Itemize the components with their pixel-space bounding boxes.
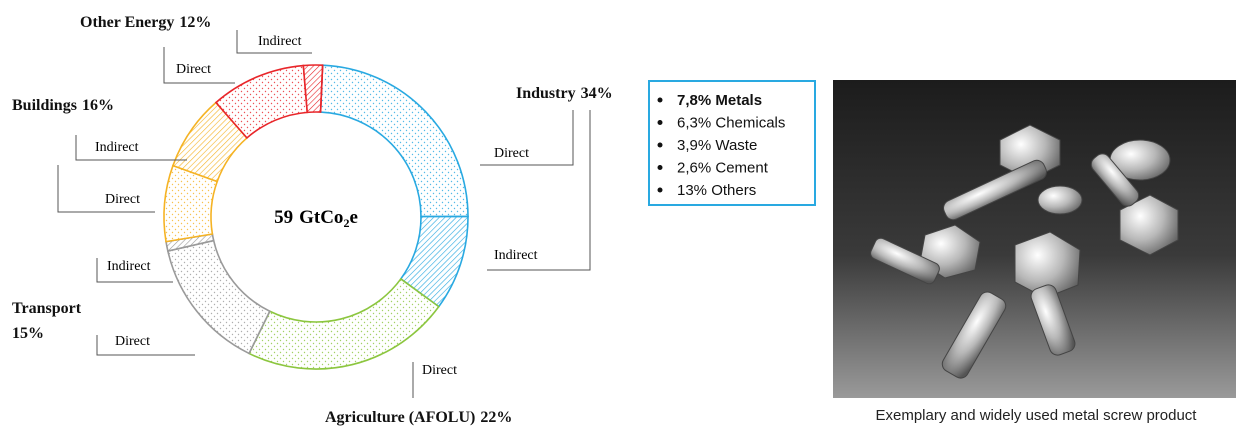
breakdown-item: 2,6% Cement (677, 160, 769, 177)
group-name: Buildings (12, 97, 77, 114)
bullet (658, 98, 663, 103)
segment-label: Direct (494, 146, 529, 161)
group-label: Industry 34% (516, 85, 613, 102)
breakdown-item: 6,3% Chemicals (677, 115, 785, 132)
breakdown-item: 7,8% Metals (677, 92, 762, 109)
bullet (658, 188, 663, 193)
group-value: 34% (581, 85, 613, 102)
segment-label: Direct (115, 334, 150, 349)
center-unit-end: e (349, 207, 357, 228)
segment-label: Indirect (107, 259, 151, 274)
breakdown-item: 3,9% Waste (677, 137, 757, 154)
group-label: Buildings 16% (12, 97, 114, 114)
group-value: 22% (480, 409, 512, 426)
group-name: Industry (516, 85, 576, 102)
group-value: 12% (179, 14, 211, 31)
group-label: Other Energy 12% (80, 14, 211, 31)
center-unit: GtCo (299, 207, 343, 228)
figure: 59GtCo2e DirectIndirectIndustry34%Direct… (0, 0, 1236, 431)
group-name: Agriculture (AFOLU) (325, 409, 475, 426)
segment-label: Direct (176, 62, 211, 77)
donut-segment (303, 65, 322, 112)
donut-segment (168, 241, 270, 354)
group-value: 16% (82, 97, 114, 114)
segment-label: Indirect (258, 34, 302, 49)
segment-label: Indirect (494, 248, 538, 263)
donut-segment (321, 65, 468, 216)
bullet (658, 165, 663, 170)
breakdown-item: 13% Others (677, 182, 756, 199)
donut-segment (249, 279, 439, 369)
group-name: Other Energy (80, 14, 174, 31)
bullet (658, 143, 663, 148)
group-label: Agriculture (AFOLU) 22% (325, 409, 512, 426)
photo (833, 80, 1236, 398)
group-label: Transport 15% (12, 300, 82, 342)
page: {"chart_data": {"type": "donut", "center… (0, 0, 1236, 431)
group-name: Transport (12, 300, 82, 317)
leader-line (487, 110, 590, 270)
photo-caption: Exemplary and widely used metal screw pr… (876, 407, 1198, 424)
segment-label: Direct (105, 192, 140, 207)
bullet (658, 120, 663, 125)
center-value: 59 (274, 207, 293, 228)
group-value: 15% (12, 325, 44, 342)
segment-label: Indirect (95, 140, 139, 155)
segment-label: Direct (422, 363, 457, 378)
